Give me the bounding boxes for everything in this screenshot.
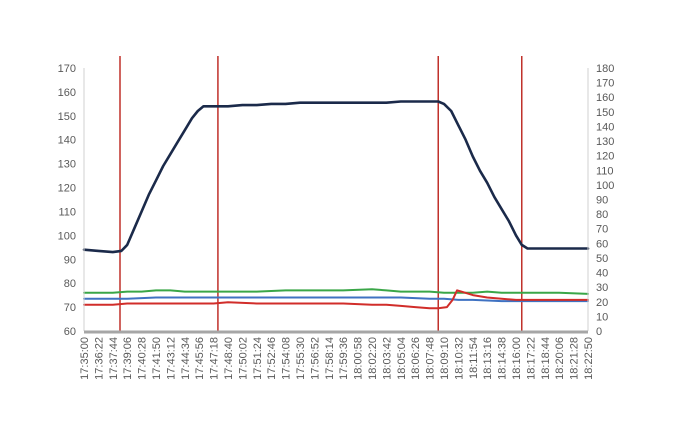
left-y-tick-label: 120 <box>58 183 76 195</box>
x-tick-label: 17:50:02 <box>237 337 249 380</box>
axes <box>83 68 589 334</box>
right-y-tick-label: 140 <box>596 121 614 133</box>
right-y-tick-label: 40 <box>596 268 608 280</box>
x-tick-label: 18:03:42 <box>381 337 393 380</box>
left-y-tick-label: 140 <box>58 135 76 147</box>
right-y-tick-label: 70 <box>596 224 608 236</box>
left-y-tick-label: 80 <box>64 278 76 290</box>
x-tick-label: 17:52:46 <box>266 337 278 380</box>
x-tick-label: 17:56:52 <box>309 337 321 380</box>
x-tick-label: 17:44:34 <box>180 337 192 380</box>
right-y-tick-label: 80 <box>596 209 608 221</box>
right-y-tick-label: 30 <box>596 282 608 294</box>
x-tick-label: 17:40:28 <box>137 337 149 380</box>
right-y-tick-label: 110 <box>596 165 614 177</box>
x-tick-label: 18:17:22 <box>525 337 537 380</box>
right-y-tick-label: 100 <box>596 180 614 192</box>
left-y-tick-label: 170 <box>58 63 76 75</box>
right-y-tick-label: 180 <box>596 63 614 75</box>
x-tick-label: 17:45:56 <box>194 337 206 380</box>
right-y-axis-labels: 0 10 20 30 40 50 60 70 80 90 100 110 120 130 140 150 160… <box>596 63 614 338</box>
x-tick-label: 17:37:44 <box>108 337 120 380</box>
left-y-tick-label: 100 <box>58 230 76 242</box>
series-line-4 <box>83 289 589 310</box>
x-tick-label: 18:06:26 <box>410 337 422 380</box>
x-tick-label: 17:55:30 <box>295 337 307 380</box>
left-y-tick-label: 130 <box>58 159 76 171</box>
x-tick-label: 17:36:22 <box>93 337 105 380</box>
x-tick-label: 17:35:00 <box>79 337 91 380</box>
right-y-tick-label: 170 <box>596 78 614 90</box>
left-y-axis-labels: 60 70 80 90 100 110 120 130 140 150 160 170 <box>58 63 76 338</box>
right-y-tick-label: 150 <box>596 107 614 119</box>
x-tick-label: 18:07:48 <box>425 337 437 380</box>
x-tick-label: 17:54:08 <box>281 337 293 380</box>
right-y-tick-label: 130 <box>596 136 614 148</box>
x-tick-label: 18:20:06 <box>554 337 566 380</box>
right-y-tick-label: 90 <box>596 195 608 207</box>
right-y-tick-label: 10 <box>596 311 608 323</box>
right-y-tick-label: 120 <box>596 151 614 163</box>
x-tick-label: 18:14:38 <box>497 337 509 380</box>
x-tick-label: 17:39:06 <box>122 337 134 380</box>
x-tick-label: 17:59:36 <box>338 337 350 380</box>
series-line-1 <box>82 100 590 254</box>
x-tick-label: 18:13:16 <box>482 337 494 380</box>
series-lines <box>82 100 590 310</box>
x-tick-label: 18:16:00 <box>511 337 523 380</box>
x-tick-label: 17:58:14 <box>324 337 336 380</box>
x-tick-label: 17:47:18 <box>209 337 221 380</box>
left-y-tick-label: 70 <box>64 302 76 314</box>
x-tick-label: 18:21:28 <box>569 337 581 380</box>
right-y-tick-label: 160 <box>596 92 614 104</box>
x-tick-label: 18:05:04 <box>396 337 408 380</box>
x-tick-label: 18:11:54 <box>468 337 480 379</box>
left-y-tick-label: 110 <box>58 206 76 218</box>
left-y-tick-label: 90 <box>64 254 76 266</box>
left-y-tick-label: 150 <box>58 111 76 123</box>
x-axis-labels: 17:35:00 17:36:22 17:37:44 17:39:06 17:40:28… <box>79 337 595 380</box>
right-y-tick-label: 60 <box>596 238 608 250</box>
x-tick-label: 18:09:10 <box>439 337 451 380</box>
x-tick-label: 17:48:40 <box>223 337 235 380</box>
left-y-tick-label: 60 <box>64 326 76 338</box>
x-tick-label: 18:18:44 <box>540 337 552 380</box>
x-tick-label: 17:43:12 <box>165 337 177 380</box>
series-line-2 <box>83 288 589 295</box>
x-tick-label: 18:22:50 <box>583 337 595 380</box>
right-y-tick-label: 0 <box>596 326 602 338</box>
right-y-tick-label: 50 <box>596 253 608 265</box>
x-tick-label: 18:10:32 <box>453 337 465 380</box>
left-y-tick-label: 160 <box>58 87 76 99</box>
series-line-3 <box>83 296 589 303</box>
right-y-tick-label: 20 <box>596 297 608 309</box>
x-tick-label: 17:51:24 <box>252 337 264 380</box>
x-tick-label: 18:02:20 <box>367 337 379 380</box>
x-tick-label: 17:41:50 <box>151 337 163 380</box>
x-tick-label: 18:00:58 <box>353 337 365 380</box>
